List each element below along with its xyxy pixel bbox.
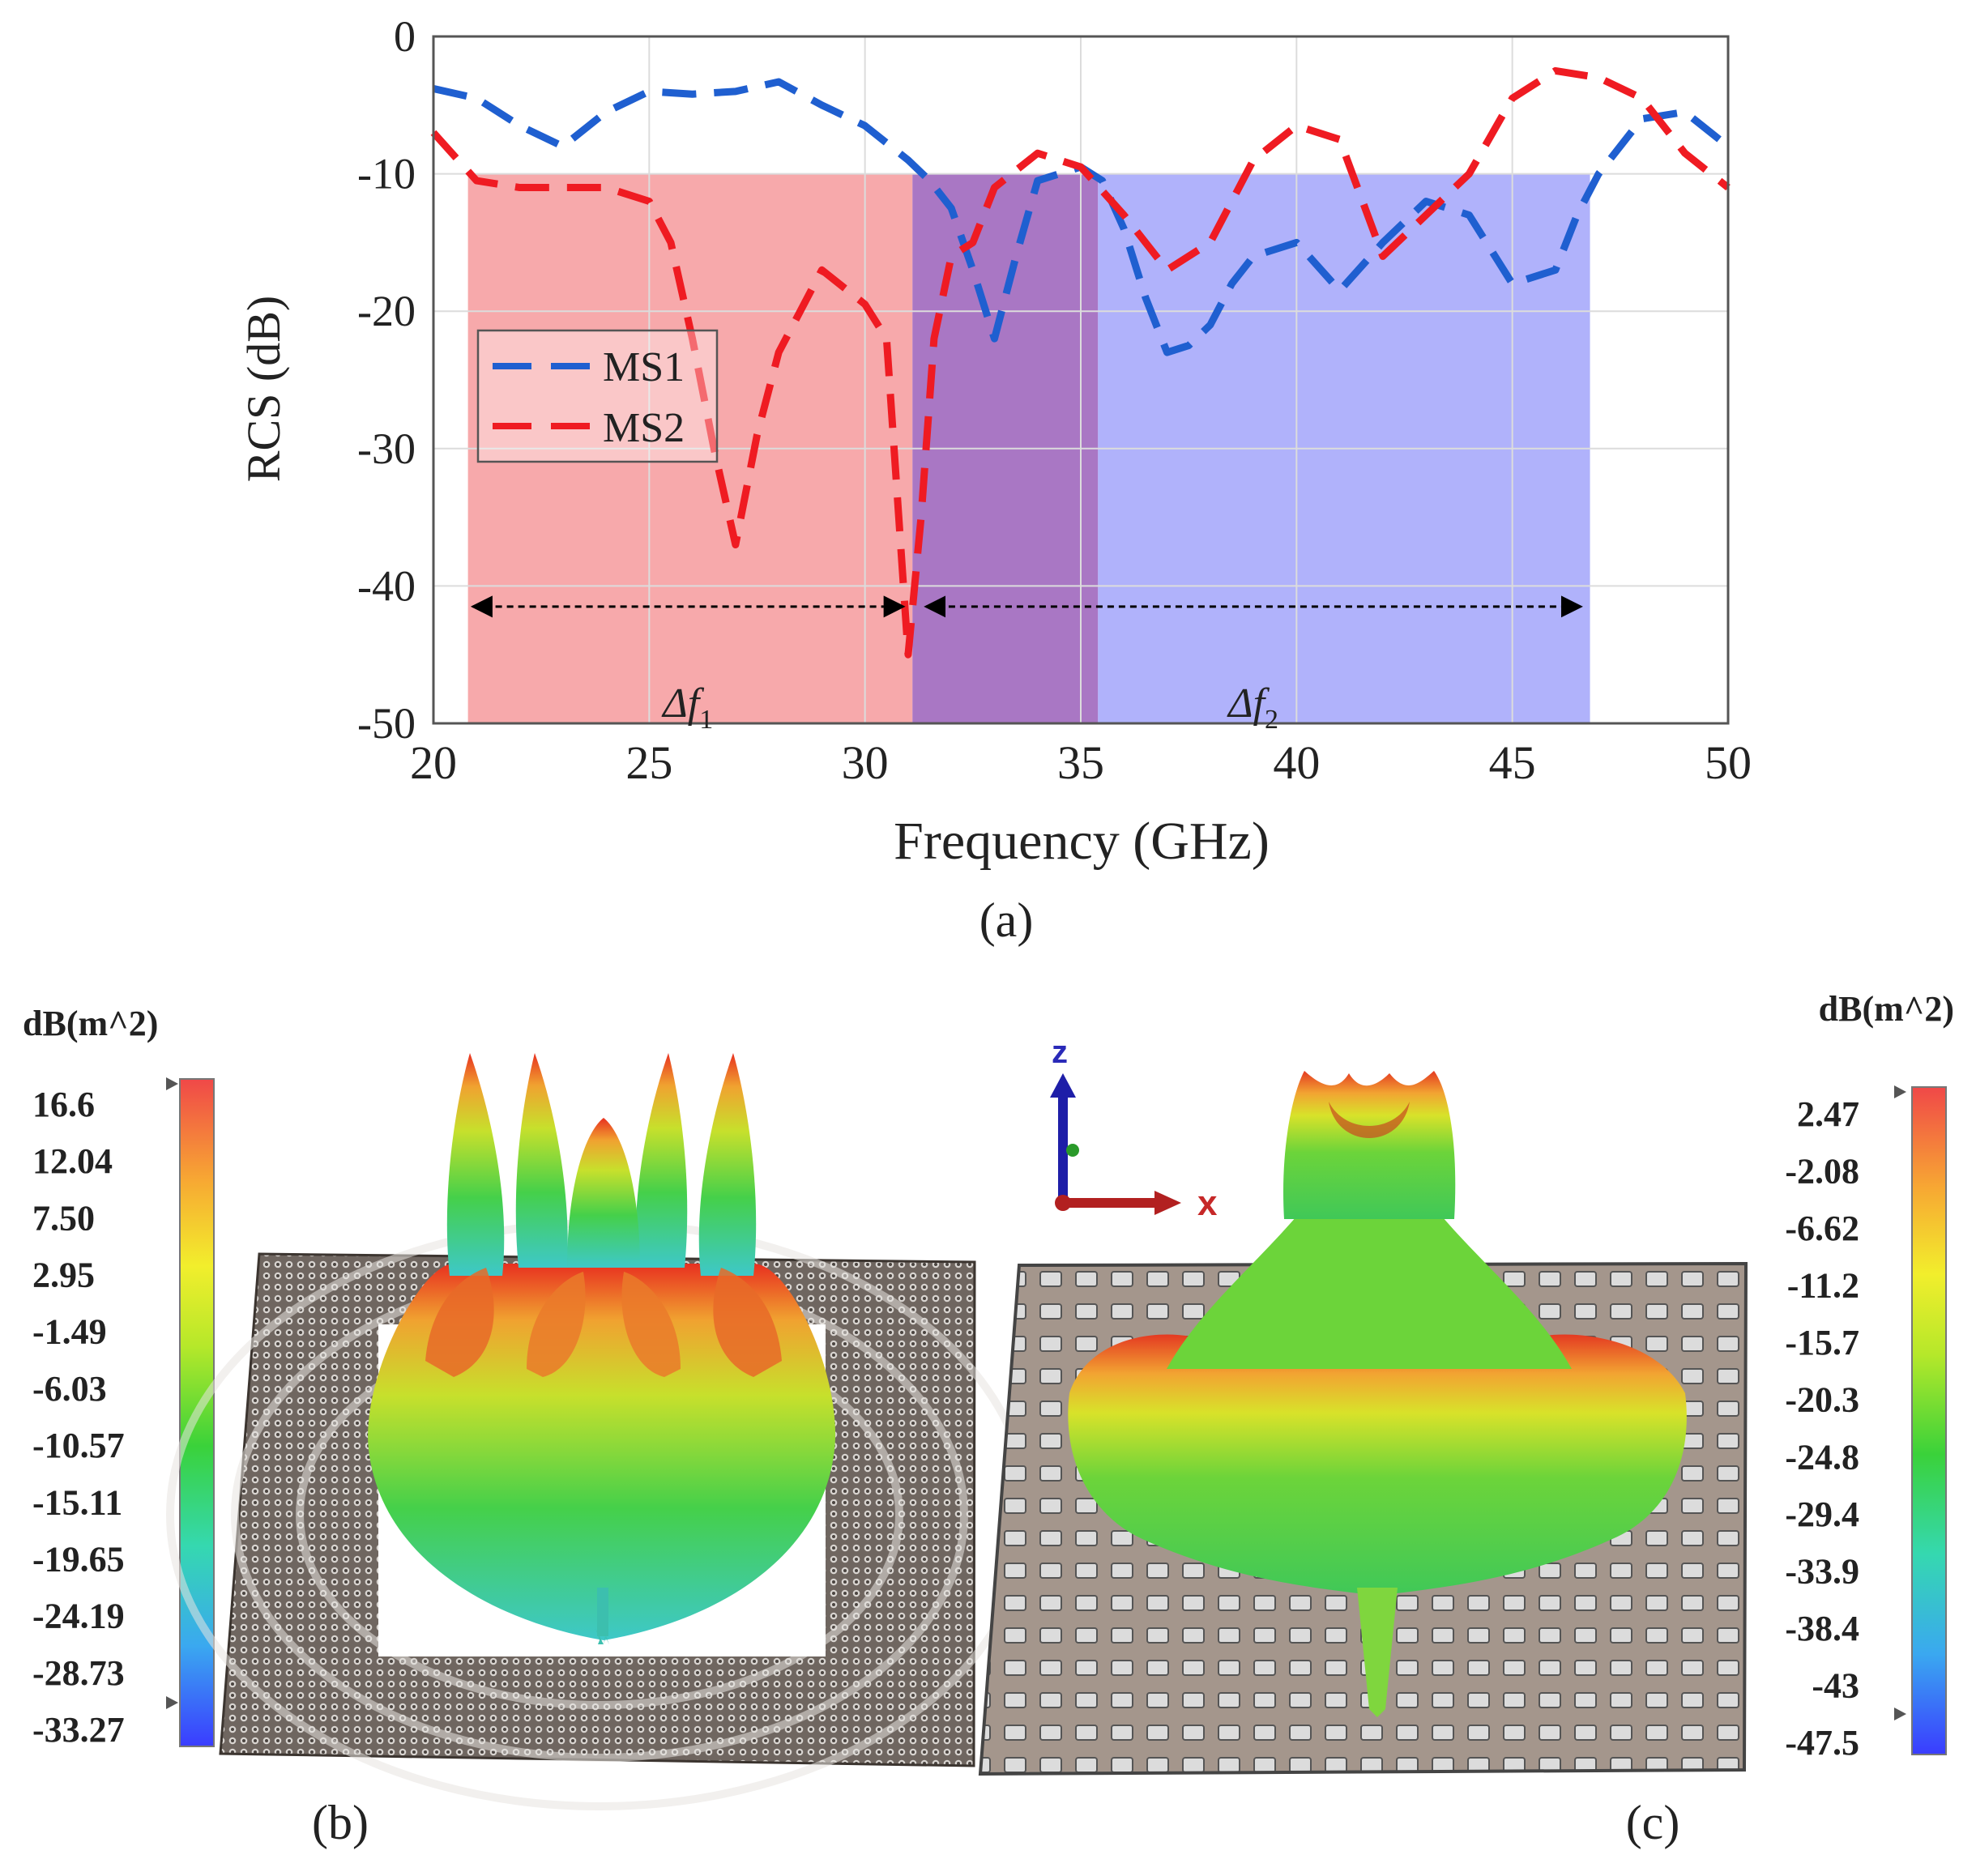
colorbar-b-tick: 12.04 [32,1141,113,1181]
y-tick-label: -30 [357,424,416,473]
panel-c-caption: (c) [1626,1796,1680,1849]
x-tick-labels: 20 25 30 35 40 45 50 [410,736,1752,789]
series-line-ms1 [433,78,1731,356]
colorbar-b-top-marker [166,1077,178,1090]
x-tick-label: 40 [1273,736,1320,789]
colorbar-c-tick: -11.2 [1787,1266,1859,1306]
colorbar-c-bottom-marker [1894,1708,1906,1720]
bandwidth-label-2: Δf2 [1227,680,1278,735]
axis-triad: z x [1050,1034,1218,1223]
y-tick-label: -40 [357,561,416,610]
colorbar-c-tick: -15.7 [1785,1323,1859,1362]
x-axis-label-3d: x [1197,1183,1218,1223]
y-axis-label: RCS (dB) [237,296,290,482]
panel-a-caption: (a) [979,893,1034,947]
bandwidth-annotations: Δf1 Δf2 [470,595,1583,735]
rcs-lobes-b [368,1053,836,1644]
rcs-line-chart: 0 -10 -20 -30 -40 -50 20 25 30 35 40 45 50 Δf1 Δf2 R… [237,12,1752,947]
colorbar-b-tick: -24.19 [32,1597,125,1636]
colorbar-b-tick: -1.49 [32,1312,107,1352]
z-axis-label: z [1052,1034,1068,1070]
colorbar-c-ticks: 2.47 -2.08 -6.62 -11.2 -15.7 -20.3 -24.8 -29.4 -… [1785,1094,1859,1763]
colorbar-c-tick: -47.5 [1785,1723,1859,1763]
legend-label-ms2: MS2 [603,405,685,451]
colorbar-c-tick: -20.3 [1785,1380,1859,1420]
rcs-lobes-c [1068,1071,1687,1717]
bandwidth-label-1: Δf1 [661,680,713,735]
colorbar-c-top-marker [1894,1085,1906,1098]
rcs-3d-pattern-b: dB(m^2) 16.6 12.04 7.50 2.95 -1.49 -6.03 -10.5… [23,1004,1033,1849]
colorbar-c [1911,1086,1947,1755]
colorbar-c-tick: -43 [1812,1665,1859,1705]
colorbar-b-ticks: 16.6 12.04 7.50 2.95 -1.49 -6.03 -10.57 -15.11 -… [32,1085,125,1750]
colorbar-b-tick: -10.57 [32,1426,125,1465]
rcs-3d-pattern-c: dB(m^2) 2.47 -2.08 -6.62 -11.2 -15.7 -20.3 -24… [978,989,1954,1849]
x-tick-label: 25 [625,736,672,789]
colorbar-c-tick: 2.47 [1797,1094,1859,1134]
colorbar-c-tick: -2.08 [1785,1152,1859,1192]
x-tick-label: 35 [1057,736,1104,789]
colorbar-b-tick: -6.03 [32,1369,107,1409]
legend-box [476,329,719,463]
y-tick-label: -10 [357,150,416,198]
colorbar-b-tick: -33.27 [32,1710,125,1750]
x-tick-label: 45 [1489,736,1536,789]
colorbar-b-tick: 16.6 [32,1085,95,1124]
x-axis-label: Frequency (GHz) [894,812,1270,871]
plot-frame [432,35,1730,725]
colorbar-b-tick: 7.50 [32,1198,95,1238]
legend: MS1 MS2 [476,329,719,463]
legend-label-ms1: MS1 [603,344,685,390]
x-tick-label: 30 [842,736,889,789]
x-tick-label: 20 [410,736,457,789]
colorbar-c-tick: -29.4 [1785,1494,1859,1534]
colorbar-b-tick: -15.11 [32,1482,122,1522]
colorbar-b-tick: -28.73 [32,1653,125,1693]
y-tick-label: -20 [357,287,416,335]
x-tick-label: 50 [1705,736,1752,789]
colorbar-c-tick: -24.8 [1785,1437,1859,1477]
y-tick-label: -50 [357,699,416,748]
y-tick-label: 0 [394,12,416,61]
colorbar-c-unit: dB(m^2) [1819,989,1954,1029]
series-line-ms2 [430,66,1731,659]
colorbar-c-tick: -33.9 [1785,1551,1859,1591]
colorbar-b-tick: 2.95 [32,1256,95,1295]
y-tick-labels: 0 -10 -20 -30 -40 -50 [357,12,416,748]
colorbar-c-tick: -38.4 [1785,1609,1859,1648]
panel-b-caption: (b) [312,1796,369,1849]
colorbar-b-bottom-marker [166,1696,178,1709]
series-lines [430,66,1731,659]
colorbar-b-tick: -19.65 [32,1539,125,1579]
colorbar-c-tick: -6.62 [1785,1209,1859,1248]
colorbar-b-unit: dB(m^2) [23,1004,158,1043]
